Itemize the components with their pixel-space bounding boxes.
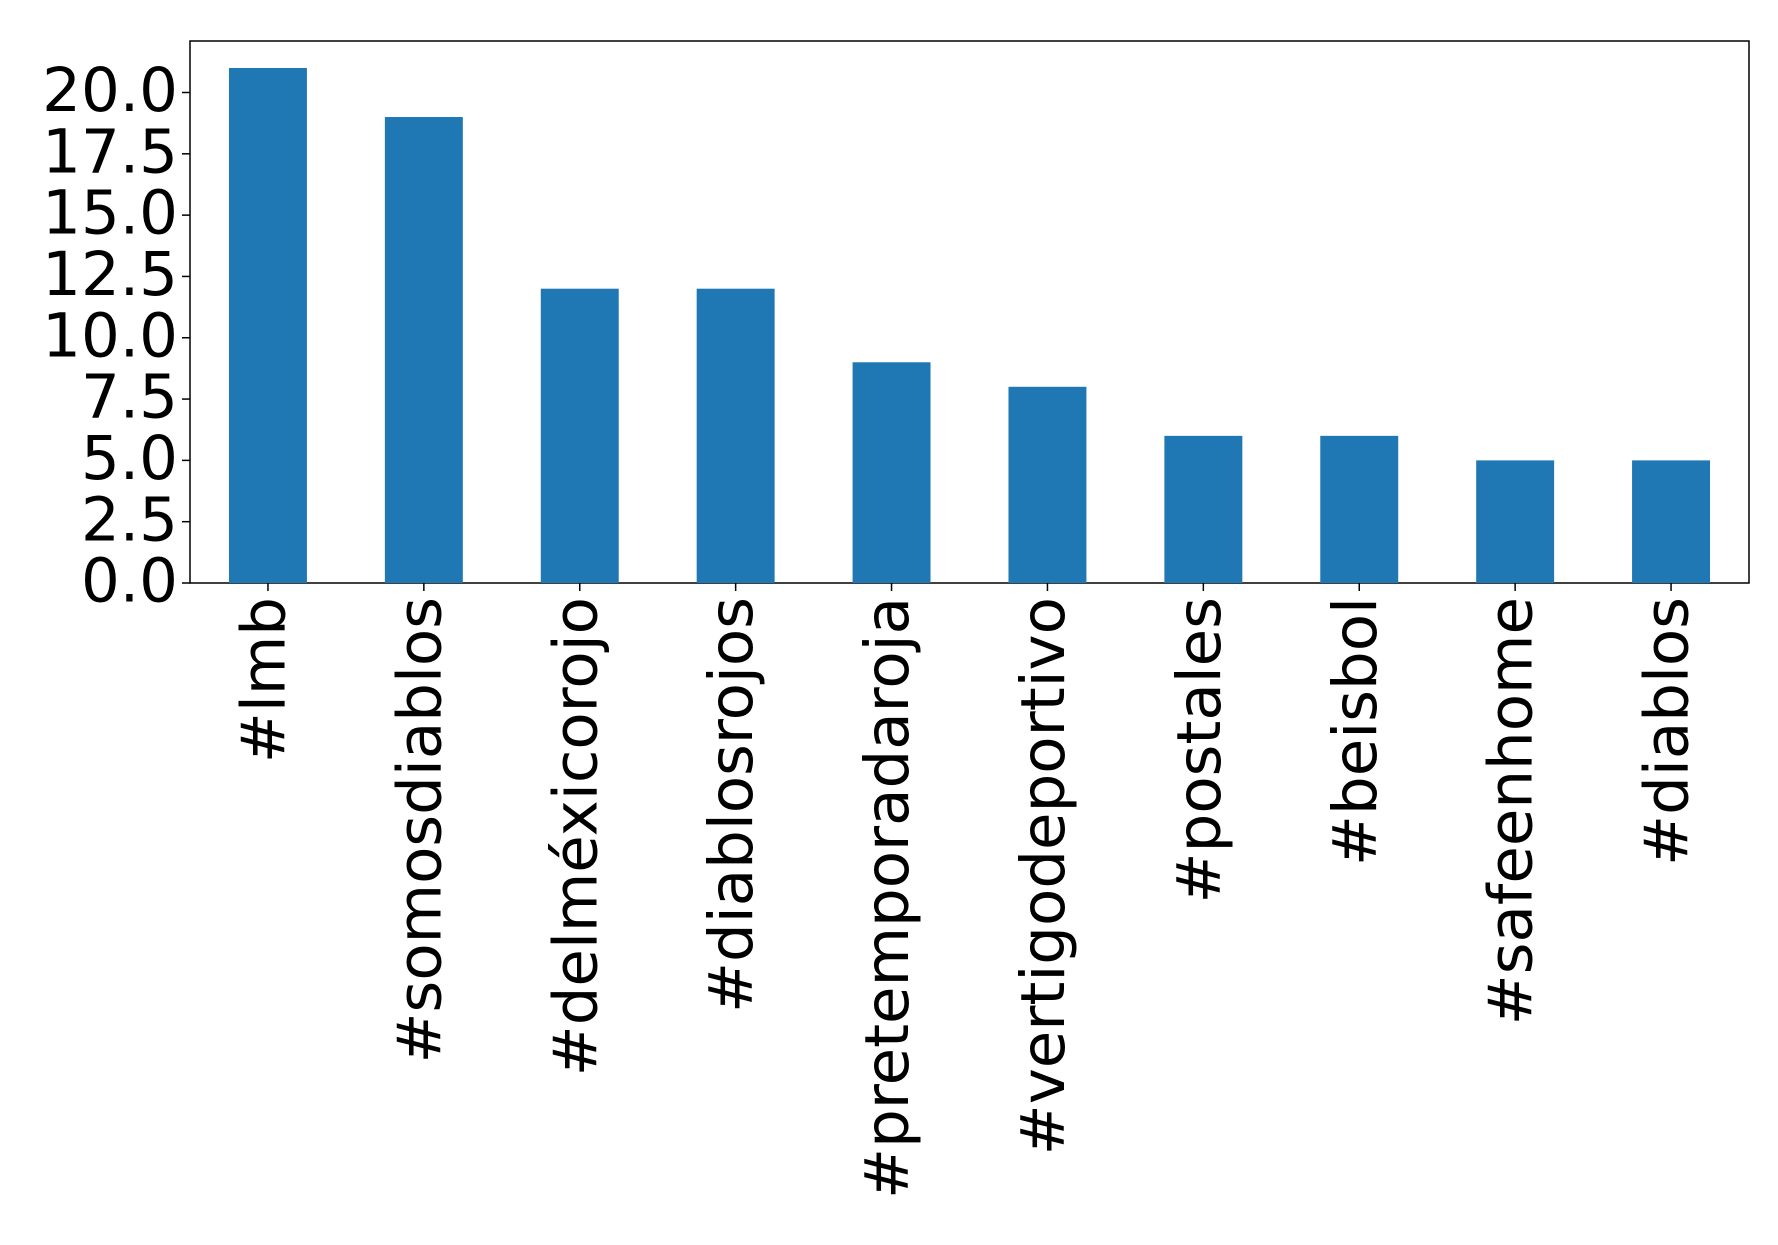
bar xyxy=(1008,386,1087,583)
x-tick-label: #delméxicorojo xyxy=(540,597,611,1076)
y-tick-label: 10.0 xyxy=(42,300,178,371)
bar xyxy=(696,288,775,583)
bar xyxy=(1320,435,1399,583)
bar xyxy=(384,117,463,583)
y-tick-label: 15.0 xyxy=(42,178,178,249)
bar xyxy=(1164,435,1243,583)
x-tick-label: #safeenhome xyxy=(1476,597,1547,1025)
y-tick-label: 0.0 xyxy=(81,546,178,617)
bar xyxy=(228,67,307,584)
y-tick-label: 17.5 xyxy=(42,116,178,187)
x-tick-label: #beisbol xyxy=(1320,597,1391,866)
x-tick-label: #vertigodeportivo xyxy=(1008,597,1079,1155)
bar xyxy=(1476,460,1555,583)
bar xyxy=(852,362,931,583)
y-tick-label: 2.5 xyxy=(81,484,178,555)
bar xyxy=(540,288,619,583)
y-tick-label: 7.5 xyxy=(81,362,178,433)
x-tick-label: #diablos xyxy=(1632,597,1703,866)
bar xyxy=(1632,460,1711,583)
y-tick-label: 20.0 xyxy=(42,55,178,126)
x-tick-label: #diablosrojos xyxy=(696,597,767,1013)
x-tick-label: #pretemporadaroja xyxy=(852,597,923,1199)
plot-frame xyxy=(189,40,1750,584)
x-tick-label: #somosdiablos xyxy=(384,597,455,1064)
y-tick-label: 12.5 xyxy=(42,239,178,310)
x-tick-label: #postales xyxy=(1164,597,1235,904)
y-tick-label: 5.0 xyxy=(81,423,178,494)
x-tick-label: #lmb xyxy=(229,597,300,763)
